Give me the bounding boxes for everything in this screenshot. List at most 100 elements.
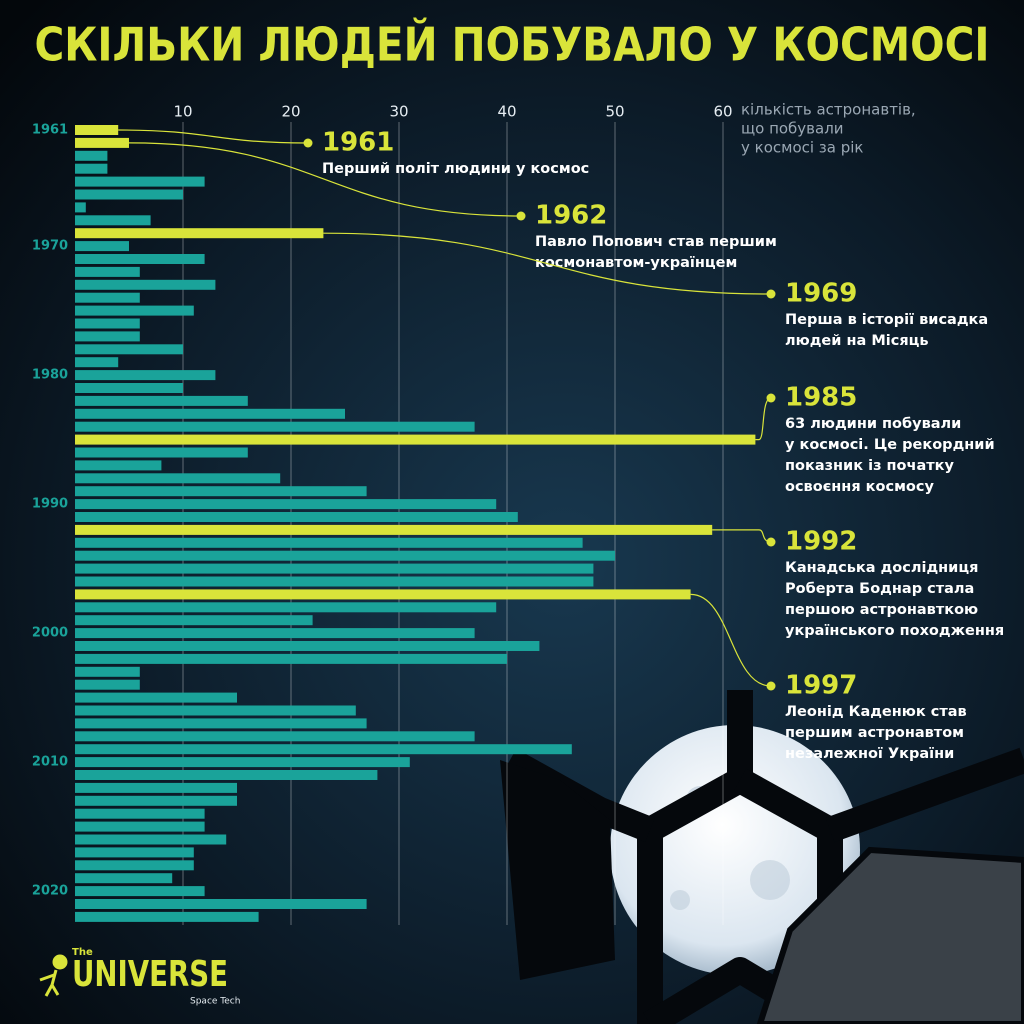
bar: [75, 125, 119, 135]
bar: [75, 150, 108, 161]
annotation-text: освоєння космосу: [785, 479, 934, 495]
annotation-text: Перший політ людини у космос: [322, 161, 589, 177]
bar: [75, 137, 129, 148]
bar: [75, 795, 237, 806]
connector: [690, 593, 772, 687]
x-tick-label: 10: [173, 103, 192, 121]
bar: [75, 615, 313, 626]
annotation-text: Перша в історії висадка: [785, 312, 988, 328]
bar: [75, 344, 183, 355]
bar: [75, 911, 259, 922]
bar: [75, 550, 615, 561]
bar: [75, 163, 108, 174]
annotation-title: 1985: [785, 383, 857, 413]
bar: [75, 486, 367, 497]
bar: [75, 899, 367, 909]
logo-small: The: [72, 947, 93, 958]
annotation-text: Роберта Боднар стала: [785, 581, 974, 597]
bar: [75, 537, 583, 548]
decoration: [500, 690, 1024, 1024]
bar: [75, 434, 756, 445]
bar: [75, 744, 572, 755]
annotation-title: 1992: [785, 527, 857, 557]
annotation-text: першою астронавткою: [785, 602, 978, 618]
bar: [75, 383, 183, 393]
bar: [75, 473, 281, 484]
bar: [75, 318, 140, 329]
bar: [75, 860, 194, 871]
y-tick-label: 1961: [32, 123, 68, 138]
bar: [75, 370, 216, 381]
logo: The UNIVERSE Space Tech: [39, 947, 240, 1007]
bar: [75, 241, 129, 252]
bar: [75, 499, 497, 510]
plot: 10 20 30 40 50 60 1961 1970 1980 1990 2000 2010 2020…: [32, 103, 1004, 925]
connector-dot: [766, 289, 776, 299]
bar: [75, 679, 140, 690]
bar: [75, 266, 140, 277]
y-tick-label: 2020: [32, 884, 68, 899]
bar: [75, 847, 194, 858]
bar: [75, 757, 410, 768]
bar: [75, 834, 227, 845]
annotation-text: у космосі. Це рекордний: [785, 437, 995, 453]
bar: [75, 279, 216, 290]
x-tick-label: 50: [605, 103, 624, 121]
bar: [75, 215, 151, 226]
connector-dot: [766, 681, 776, 691]
x-axis-label-line: що побували: [741, 120, 844, 138]
connector: [128, 142, 522, 217]
bar: [75, 357, 119, 368]
bar: [75, 292, 140, 303]
x-tick-label: 40: [497, 103, 516, 121]
bar: [75, 782, 237, 793]
annotation-title: 1969: [785, 279, 857, 309]
bar: [75, 808, 205, 819]
bar: [75, 641, 540, 651]
moon: [610, 725, 860, 975]
connector: [323, 232, 772, 295]
annotation-text: незалежної України: [785, 746, 954, 762]
connector-dot: [516, 211, 526, 221]
x-axis-label-line: у космосі за рік: [741, 139, 864, 157]
annotation-title: 1962: [535, 201, 607, 231]
bar: [75, 189, 183, 200]
logo-name: UNIVERSE: [72, 954, 228, 995]
y-tick-label: 2000: [32, 626, 68, 641]
y-tick-label: 1980: [32, 368, 68, 383]
chart-title: СКІЛЬКИ ЛЮДЕЙ ПОБУВАЛО У КОСМОСІ: [35, 18, 990, 72]
bar: [75, 821, 205, 832]
bar: [75, 460, 162, 471]
annotation-text: Павло Попович став першим: [535, 234, 777, 250]
bar: [75, 305, 194, 316]
connector-dot: [303, 138, 313, 148]
bar: [75, 202, 86, 213]
bar: [75, 666, 140, 677]
x-tick-label: 20: [281, 103, 300, 121]
y-tick-label: 1990: [32, 497, 68, 512]
bar: [75, 653, 507, 664]
bar: [75, 589, 691, 600]
annotation-text: Канадська дослідниця: [785, 560, 978, 576]
annotation-text: людей на Місяць: [785, 333, 929, 349]
annotation-text: показник із початку: [785, 458, 955, 474]
annotation-text: 63 людини побували: [785, 416, 961, 432]
bar: [75, 731, 475, 742]
bar: [75, 512, 518, 522]
connector-dot: [766, 537, 776, 547]
bar: [75, 408, 345, 419]
x-axis-label-line: кількість астронавтів,: [741, 101, 916, 119]
bar: [75, 873, 173, 884]
bar: [75, 395, 248, 406]
y-tick-label: 2010: [32, 755, 68, 770]
annotation-title: 1997: [785, 671, 857, 701]
bar: [75, 886, 205, 897]
annotation-text: першим астронавтом: [785, 725, 964, 741]
bar: [75, 228, 324, 239]
bar: [75, 770, 378, 780]
annotation-text: Леонід Каденюк став: [785, 704, 967, 720]
x-tick-label: 30: [389, 103, 408, 121]
